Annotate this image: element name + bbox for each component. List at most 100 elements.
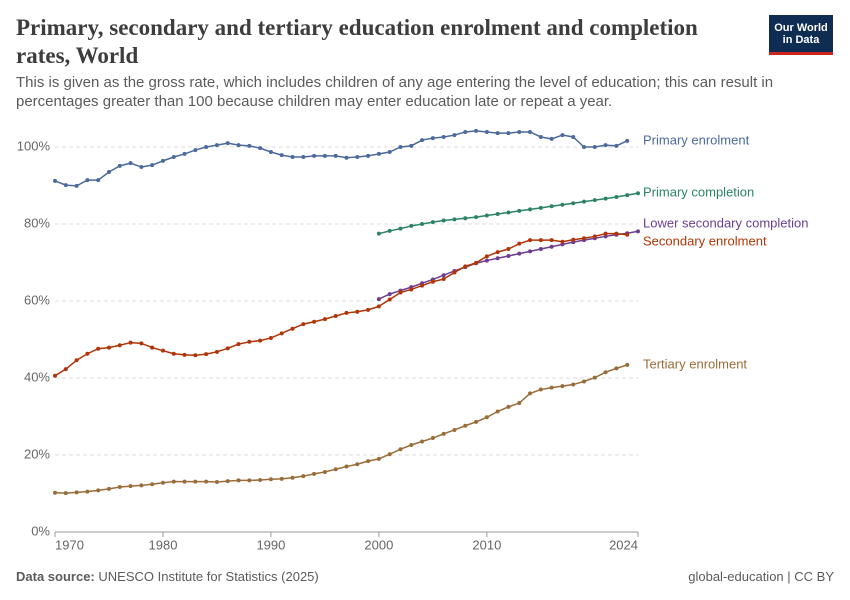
- data-point: [625, 138, 630, 143]
- data-point: [495, 131, 500, 136]
- data-point: [150, 482, 155, 487]
- data-point: [387, 297, 392, 302]
- data-point: [312, 319, 317, 324]
- license[interactable]: global-education | CC BY: [688, 569, 834, 584]
- data-point: [236, 342, 241, 347]
- data-point: [452, 270, 457, 275]
- data-point: [344, 464, 349, 469]
- data-point: [528, 238, 533, 243]
- data-point: [603, 370, 608, 375]
- data-point: [53, 373, 57, 378]
- data-point: [236, 478, 241, 483]
- chart-subtitle: This is given as the gross rate, which i…: [16, 74, 774, 110]
- data-point: [301, 474, 306, 479]
- data-point: [204, 479, 209, 484]
- data-point: [441, 431, 446, 436]
- data-point: [571, 382, 576, 387]
- data-point: [614, 195, 619, 200]
- data-point: [420, 439, 425, 444]
- data-point: [376, 151, 381, 156]
- data-point: [571, 201, 576, 206]
- data-point: [258, 338, 263, 343]
- data-point: [538, 205, 543, 210]
- data-point: [333, 314, 338, 319]
- data-point: [409, 442, 414, 447]
- data-point: [636, 191, 640, 196]
- y-tick-label: 100%: [17, 138, 51, 153]
- data-point: [258, 478, 263, 483]
- data-point: [398, 226, 403, 231]
- data-point: [614, 143, 619, 148]
- data-point: [63, 491, 68, 496]
- data-point: [247, 339, 252, 344]
- data-point: [376, 304, 381, 309]
- data-point: [96, 346, 101, 351]
- data-point: [387, 228, 392, 233]
- data-point: [171, 479, 176, 484]
- y-tick-label: 20%: [24, 446, 50, 461]
- data-point: [290, 326, 295, 331]
- data-point: [160, 348, 165, 353]
- data-point: [322, 317, 327, 322]
- data-point: [139, 165, 144, 170]
- series-line: [54, 232, 628, 377]
- data-point: [560, 133, 565, 138]
- data-point: [484, 129, 489, 134]
- data-point: [258, 146, 263, 151]
- y-tick-label: 40%: [24, 369, 50, 384]
- data-point: [409, 143, 414, 148]
- data-point: [85, 351, 90, 356]
- data-point: [312, 471, 317, 476]
- data-point: [625, 193, 630, 198]
- source-text[interactable]: UNESCO Institute for Statistics (2025): [98, 569, 319, 584]
- data-point: [506, 253, 511, 258]
- data-point: [484, 213, 489, 218]
- data-point: [549, 136, 554, 141]
- data-point: [430, 136, 435, 141]
- data-point: [398, 145, 403, 149]
- data-point: [506, 404, 511, 409]
- data-point: [268, 335, 273, 340]
- data-point: [387, 452, 392, 457]
- data-point: [495, 250, 500, 255]
- data-point: [247, 143, 252, 148]
- data-point: [614, 231, 619, 236]
- data-point: [128, 484, 133, 489]
- y-tick-label: 60%: [24, 292, 50, 307]
- data-point: [571, 134, 576, 139]
- data-point: [355, 155, 360, 160]
- data-point: [420, 222, 425, 226]
- data-point: [420, 283, 425, 288]
- data-point: [528, 129, 533, 134]
- data-point: [582, 145, 587, 149]
- data-point: [290, 475, 295, 480]
- data-point: [474, 128, 479, 133]
- data-point: [96, 488, 101, 493]
- data-point: [236, 143, 241, 148]
- data-point: [279, 153, 284, 158]
- data-point: [387, 292, 392, 297]
- legend-label: Primary enrolment: [643, 132, 750, 147]
- logo[interactable]: Our World in Data: [769, 15, 833, 55]
- data-point: [484, 258, 489, 263]
- data-point: [549, 238, 554, 243]
- data-point: [549, 244, 554, 249]
- data-point: [549, 204, 554, 209]
- data-point: [171, 155, 176, 160]
- data-point: [117, 484, 122, 489]
- data-point: [312, 153, 317, 158]
- data-point: [117, 163, 122, 168]
- data-point: [193, 353, 198, 358]
- data-point: [592, 234, 597, 239]
- data-point: [441, 134, 446, 139]
- data-point: [517, 129, 522, 134]
- data-point: [366, 307, 371, 312]
- data-point: [225, 346, 230, 351]
- x-tick-label: 2000: [364, 537, 393, 552]
- data-point: [474, 260, 479, 265]
- data-point: [171, 351, 176, 356]
- data-point: [74, 183, 79, 188]
- data-point: [506, 131, 511, 136]
